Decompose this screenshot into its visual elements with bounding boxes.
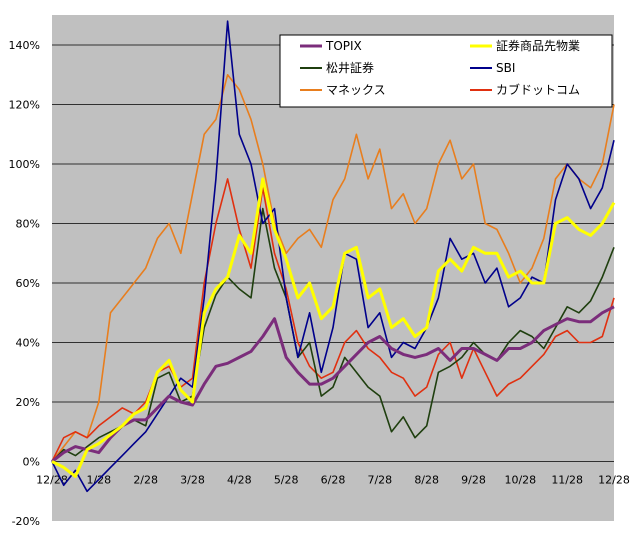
x-tick-label: 7/28 — [367, 474, 392, 487]
legend-label: SBI — [496, 61, 515, 75]
series-lines — [51, 20, 616, 493]
x-tick-label: 11/28 — [551, 474, 583, 487]
y-tick-label: 80% — [16, 218, 40, 231]
x-tick-label: 8/28 — [414, 474, 439, 487]
legend-label: 松井証券 — [326, 60, 374, 75]
y-tick-label: 60% — [16, 277, 40, 290]
x-tick-label: 12/28 — [598, 474, 630, 487]
y-tick-label: 120% — [9, 99, 40, 112]
y-tick-label: 100% — [9, 158, 40, 171]
y-tick-label: 140% — [9, 39, 40, 52]
y-tick-label: 20% — [16, 396, 40, 409]
y-axis-ticks: -20% 0% 20% 40% 60% 80% 100% 120% 140% — [9, 39, 40, 528]
series-line — [51, 305, 615, 463]
x-tick-label: 6/28 — [321, 474, 346, 487]
x-axis-ticks: 12/28 1/28 2/28 3/28 4/28 5/28 6/28 7/28 8/28 9/2… — [36, 474, 630, 487]
legend-label: マネックス — [326, 83, 386, 97]
series-line — [51, 74, 615, 462]
series-line — [51, 177, 616, 478]
y-tick-label: 40% — [16, 337, 40, 350]
x-tick-label: 2/28 — [133, 474, 158, 487]
series-line — [51, 178, 615, 462]
x-tick-label: 4/28 — [227, 474, 252, 487]
legend-label: カブドットコム — [496, 82, 580, 97]
x-tick-label: 9/28 — [461, 474, 486, 487]
legend-label: TOPIX — [325, 39, 362, 53]
x-tick-label: 10/28 — [504, 474, 536, 487]
x-tick-label: 3/28 — [180, 474, 205, 487]
series-line — [51, 20, 615, 493]
y-tick-label: -20% — [12, 515, 40, 528]
y-tick-label: 0% — [23, 456, 40, 469]
x-tick-label: 5/28 — [274, 474, 299, 487]
series-line — [51, 207, 615, 463]
legend-label: 証券商品先物業 — [496, 38, 580, 53]
legend-box — [279, 34, 613, 108]
